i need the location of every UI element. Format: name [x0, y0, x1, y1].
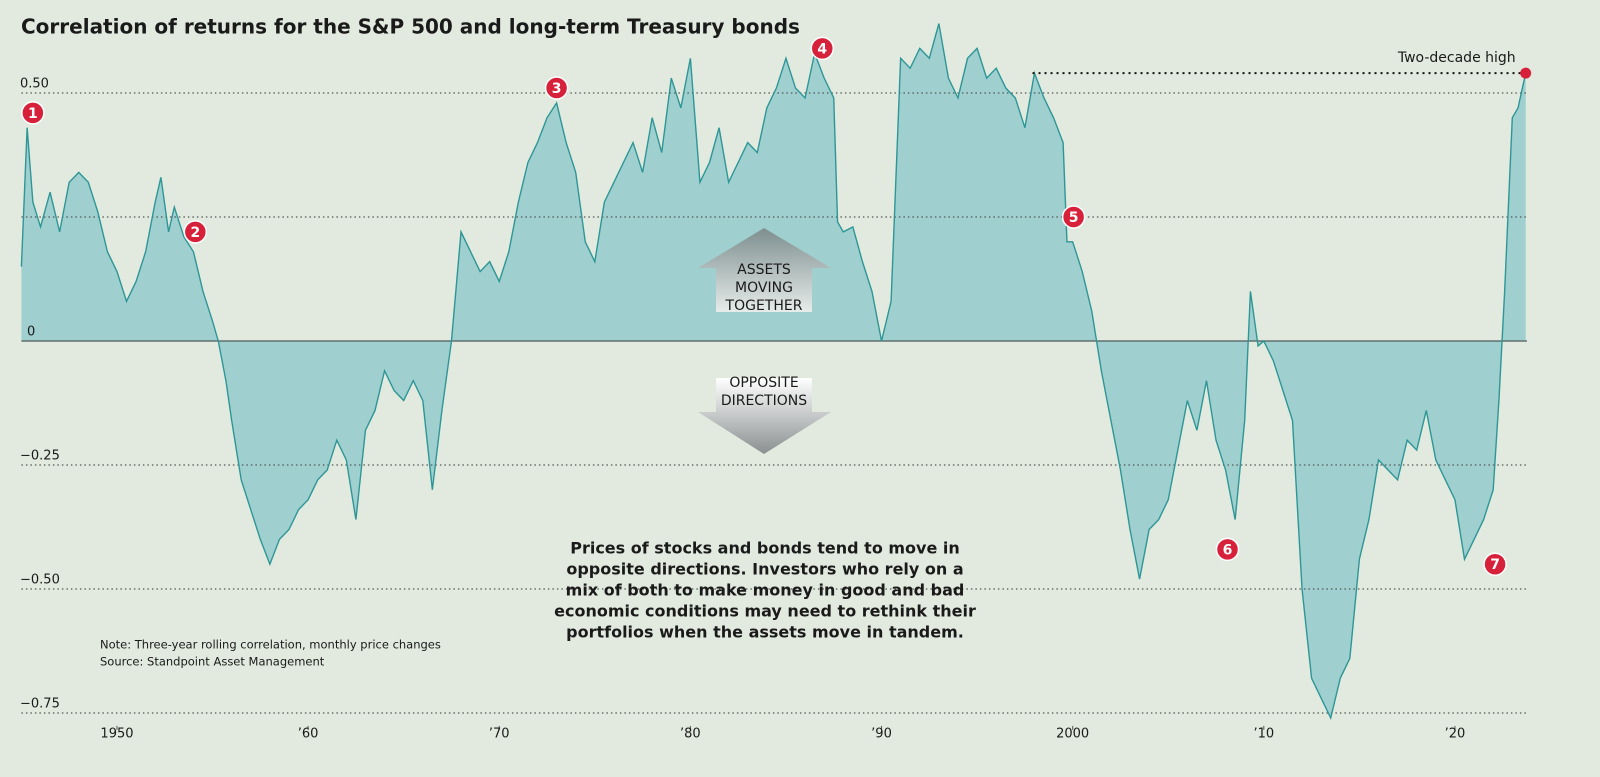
- description-line: Prices of stocks and bonds tend to move …: [570, 539, 960, 558]
- arrow-label: OPPOSITE: [729, 375, 798, 391]
- marker-label: 6: [1223, 542, 1233, 558]
- arrow-label: MOVING: [735, 280, 793, 296]
- arrow-label: DIRECTIONS: [721, 393, 807, 409]
- up-arrow: [698, 228, 831, 312]
- x-tick-label: ’80: [680, 727, 701, 742]
- description-line: opposite directions. Investors who rely …: [566, 560, 963, 579]
- area-fill: [21, 23, 1526, 718]
- highlight-point: [1520, 67, 1532, 79]
- x-tick-label: 2000: [1056, 727, 1089, 742]
- source: Source: Standpoint Asset Management: [100, 655, 325, 669]
- y-tick-label: 0: [27, 325, 35, 340]
- arrow-label: ASSETS: [737, 262, 791, 278]
- marker-circle: [21, 101, 45, 125]
- marker-circle: [183, 220, 208, 244]
- marker-label: 2: [190, 225, 200, 241]
- marker-label: 1: [28, 106, 38, 122]
- marker-label: 7: [1490, 557, 1500, 573]
- x-tick-label: ’20: [1445, 727, 1466, 742]
- x-tick-label: ’90: [871, 727, 892, 742]
- y-tick-label: −0.25: [20, 449, 60, 464]
- marker-circle: [810, 36, 835, 61]
- arrow-label: TOGETHER: [725, 298, 803, 314]
- x-tick-label: 1950: [100, 727, 133, 742]
- description-line: economic conditions may need to rethink …: [554, 602, 976, 621]
- y-tick-label: 0.50: [20, 77, 49, 92]
- marker-circle: [544, 76, 569, 100]
- marker-circle: [1215, 537, 1240, 562]
- description-line: portfolios when the assets move in tande…: [566, 623, 964, 642]
- y-tick-label: −0.50: [20, 573, 60, 588]
- marker-label: 3: [552, 81, 562, 97]
- note: Note: Three-year rolling correlation, mo…: [100, 638, 441, 652]
- down-arrow: [698, 378, 831, 454]
- x-tick-label: ’70: [489, 727, 510, 742]
- description-line: mix of both to make money in good and ba…: [566, 581, 965, 600]
- y-tick-label: −0.75: [20, 697, 60, 712]
- highlight-label: Two-decade high: [1397, 50, 1516, 66]
- chart-title: Correlation of returns for the S&P 500 a…: [21, 15, 800, 39]
- marker-circle: [1483, 552, 1507, 576]
- plot: −0.75 −0.50 −0.25 0 0.50 1950 ’60 ’70 ’80 ’90 2000…: [20, 23, 1527, 742]
- marker-label: 4: [817, 41, 827, 57]
- marker-label: 5: [1069, 210, 1079, 226]
- series-line: [20, 23, 1527, 721]
- x-tick-label: ’10: [1253, 727, 1274, 742]
- overlay: ASSETS MOVING TOGETHER OPPOSITE DIRECTIONS: [698, 228, 831, 454]
- marker-circle: [1061, 205, 1086, 229]
- x-tick-label: ’60: [298, 727, 319, 742]
